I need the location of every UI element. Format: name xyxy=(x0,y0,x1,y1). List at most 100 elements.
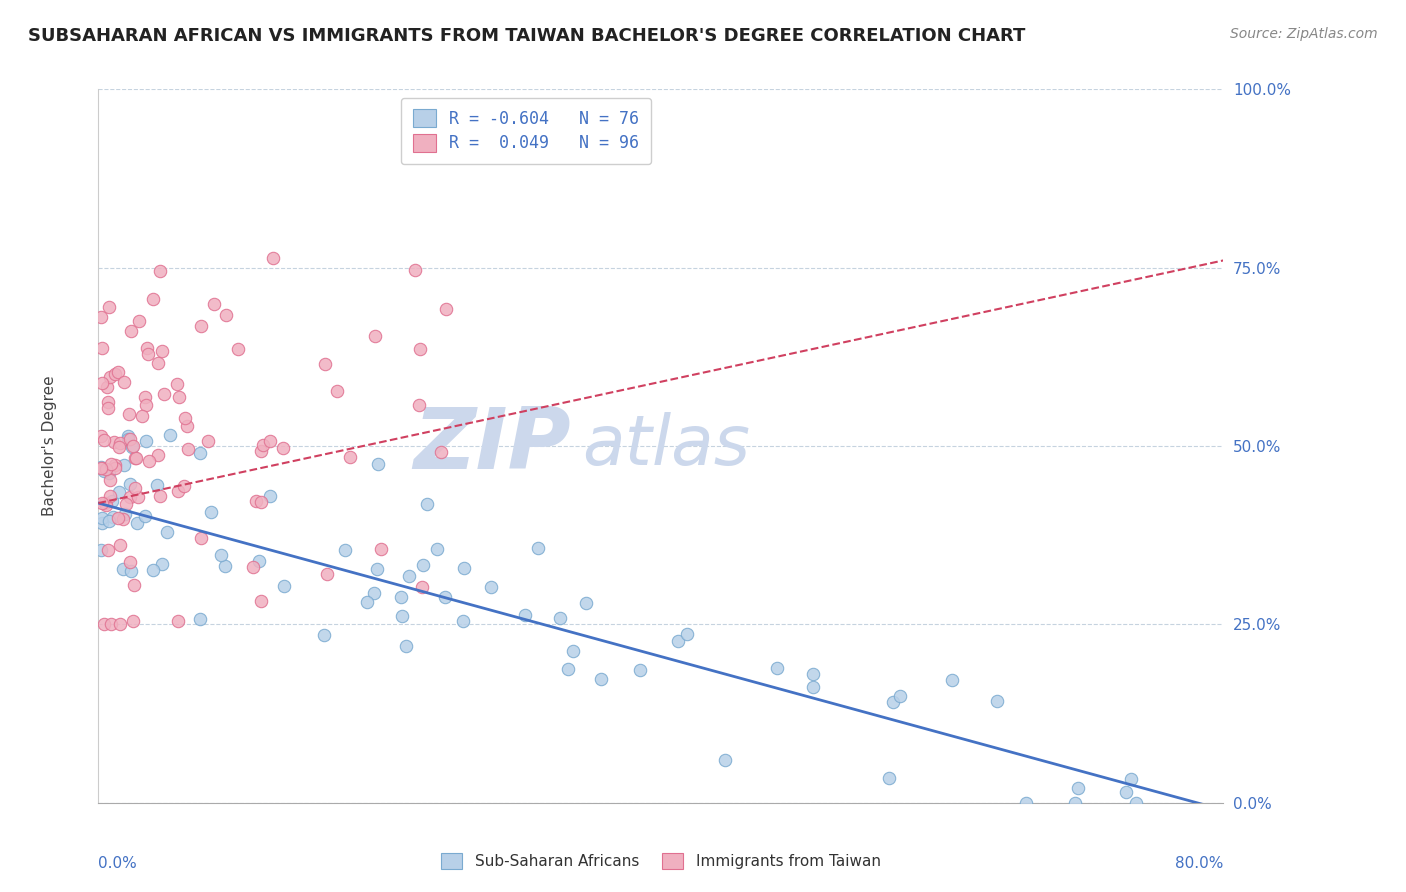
Point xyxy=(411,581,433,595)
Point xyxy=(1125,796,1147,810)
Point xyxy=(98,370,121,384)
Point xyxy=(97,401,120,415)
Point xyxy=(108,617,131,632)
Text: atlas: atlas xyxy=(582,412,749,480)
Point xyxy=(136,347,159,361)
Point xyxy=(110,538,132,552)
Point xyxy=(363,586,385,600)
Point xyxy=(250,593,273,607)
Point xyxy=(574,596,596,610)
Point xyxy=(430,445,453,459)
Point xyxy=(135,398,157,412)
Point xyxy=(117,432,139,446)
Point xyxy=(364,329,387,343)
Point xyxy=(941,673,963,688)
Point xyxy=(90,310,112,325)
Point xyxy=(202,297,225,311)
Point xyxy=(96,379,118,393)
Point xyxy=(209,548,232,562)
Point xyxy=(93,464,115,478)
Point xyxy=(247,553,270,567)
Point xyxy=(408,398,430,412)
Point xyxy=(200,505,222,519)
Point xyxy=(97,542,120,557)
Legend: Sub-Saharan Africans, Immigrants from Taiwan: Sub-Saharan Africans, Immigrants from Ta… xyxy=(434,847,887,875)
Point xyxy=(173,479,195,493)
Point xyxy=(176,419,198,434)
Point xyxy=(146,477,169,491)
Point xyxy=(146,356,169,370)
Point xyxy=(138,454,160,468)
Point xyxy=(90,516,112,530)
Point xyxy=(177,442,200,456)
Point xyxy=(188,446,211,460)
Point xyxy=(125,451,148,466)
Point xyxy=(91,496,114,510)
Text: Source: ZipAtlas.com: Source: ZipAtlas.com xyxy=(1230,27,1378,41)
Point xyxy=(877,772,900,786)
Point xyxy=(120,432,142,446)
Point xyxy=(118,477,141,491)
Point xyxy=(122,439,145,453)
Point xyxy=(124,481,146,495)
Point xyxy=(1115,785,1137,799)
Point xyxy=(986,694,1008,708)
Point xyxy=(127,491,149,505)
Point xyxy=(121,440,143,454)
Legend: R = -0.604   N = 76, R =  0.049   N = 96: R = -0.604 N = 76, R = 0.049 N = 96 xyxy=(401,97,651,164)
Point xyxy=(93,617,115,632)
Point xyxy=(356,595,378,609)
Point xyxy=(589,672,612,686)
Point xyxy=(104,461,127,475)
Point xyxy=(242,560,264,574)
Point xyxy=(136,341,159,355)
Point xyxy=(548,611,571,625)
Point xyxy=(108,436,131,450)
Point xyxy=(94,462,117,476)
Point xyxy=(339,450,361,464)
Point xyxy=(134,508,156,523)
Point xyxy=(166,483,188,498)
Point xyxy=(1119,772,1142,787)
Text: 80.0%: 80.0% xyxy=(1175,856,1223,871)
Point xyxy=(122,578,145,592)
Point xyxy=(326,384,349,398)
Point xyxy=(117,429,139,443)
Point xyxy=(120,564,142,578)
Point xyxy=(150,343,173,358)
Point xyxy=(479,580,502,594)
Point xyxy=(108,441,131,455)
Point xyxy=(714,753,737,767)
Point xyxy=(250,443,273,458)
Point xyxy=(97,300,120,314)
Point xyxy=(315,567,337,582)
Point xyxy=(91,376,114,391)
Point xyxy=(101,509,124,524)
Point xyxy=(100,457,122,471)
Point xyxy=(676,627,699,641)
Point xyxy=(252,438,274,452)
Point xyxy=(120,324,142,338)
Point xyxy=(150,558,173,572)
Text: 0.0%: 0.0% xyxy=(98,856,138,871)
Point xyxy=(434,302,457,317)
Point xyxy=(389,591,412,605)
Point xyxy=(668,634,690,648)
Point xyxy=(149,489,172,503)
Point xyxy=(398,569,420,583)
Point xyxy=(114,507,136,521)
Point xyxy=(314,357,336,371)
Point xyxy=(259,434,281,448)
Point xyxy=(97,395,120,409)
Point xyxy=(190,532,212,546)
Point xyxy=(118,408,141,422)
Point xyxy=(765,661,787,675)
Point xyxy=(98,474,121,488)
Point xyxy=(141,292,163,306)
Point xyxy=(166,614,188,628)
Point xyxy=(515,607,537,622)
Point xyxy=(107,484,129,499)
Point xyxy=(557,662,579,676)
Point xyxy=(801,666,824,681)
Point xyxy=(111,562,134,576)
